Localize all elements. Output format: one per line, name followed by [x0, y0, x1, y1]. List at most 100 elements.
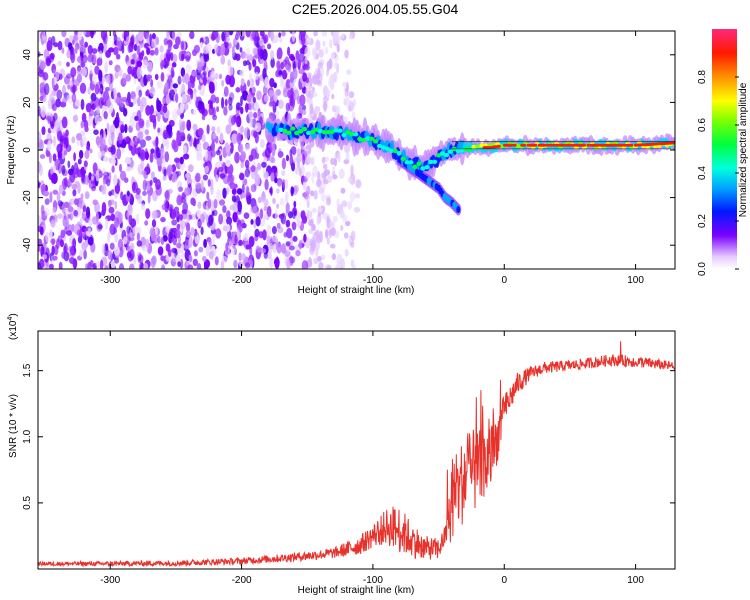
heatmap-speckle: [172, 83, 179, 89]
heatmap-speckle: [106, 122, 110, 132]
heatmap-speckle: [173, 206, 180, 212]
heatmap-speckle: [287, 46, 291, 56]
heatmap-speckle: [74, 78, 80, 87]
colorbar-tick-label: 0.4: [697, 166, 708, 180]
ridge-core: [467, 147, 473, 152]
heatmap-speckle: [57, 60, 62, 66]
heatmap-speckle: [234, 234, 238, 246]
heatmap-speckle: [122, 72, 128, 85]
heatmap-speckle: [125, 54, 129, 62]
x-tick-label: -300: [100, 575, 120, 586]
heatmap-speckle: [75, 167, 80, 173]
heatmap-speckle: [72, 258, 78, 269]
heatmap-speckle: [85, 206, 91, 219]
ridge-core: [412, 164, 418, 169]
ridge-core: [451, 146, 457, 152]
heatmap-speckle: [103, 130, 106, 138]
ridge-peak: [548, 143, 553, 147]
y-tick-label: 0.5: [22, 496, 33, 510]
heatmap-speckle: [292, 68, 298, 80]
heatmap-speckle: [212, 106, 216, 118]
heatmap-speckle: [139, 146, 143, 154]
heatmap-speckle: [279, 81, 286, 88]
heatmap-speckle: [207, 238, 212, 246]
x-tick-label: -200: [232, 575, 252, 586]
heatmap-speckle: [276, 47, 283, 60]
heatmap-speckle: [349, 191, 356, 202]
heatmap-speckle: [180, 40, 185, 51]
snr-exponent-base: (x10: [8, 320, 19, 340]
heatmap-speckle: [311, 47, 317, 57]
ridge-core: [333, 128, 339, 133]
heatmap-speckle: [145, 119, 150, 128]
heatmap-speckle: [138, 52, 143, 62]
colorbar-tick-label: 0.8: [697, 70, 708, 84]
heatmap-speckle: [113, 246, 120, 256]
heatmap-speckle: [179, 122, 185, 134]
heatmap-speckle: [227, 230, 232, 239]
heatmap-speckle: [240, 161, 245, 169]
heatmap-speckle: [284, 59, 291, 71]
heatmap-speckle: [202, 255, 207, 262]
heatmap-speckle: [105, 100, 112, 107]
heatmap-speckle: [261, 192, 266, 202]
heatmap-speckle: [87, 86, 91, 95]
heatmap-speckle: [63, 150, 68, 156]
heatmap-speckle: [270, 172, 275, 182]
heatmap-speckle: [209, 100, 213, 110]
heatmap-speckle: [82, 31, 87, 36]
heatmap-speckle: [171, 62, 177, 68]
heatmap-speckle: [255, 216, 261, 227]
snr-series-line: [38, 341, 675, 568]
heatmap-speckle: [188, 254, 193, 261]
heatmap-speckle: [237, 200, 242, 213]
heatmap-speckle: [154, 225, 158, 236]
heatmap-speckle: [307, 210, 313, 219]
ridge-core: [392, 148, 398, 154]
heatmap-speckle: [63, 245, 67, 254]
heatmap-speckle: [67, 160, 71, 169]
heatmap-speckle: [52, 164, 57, 173]
ridge-peak: [545, 143, 550, 147]
heatmap-speckle: [80, 193, 84, 200]
heatmap-speckle: [146, 47, 151, 55]
heatmap-speckle: [140, 159, 145, 170]
heatmap-speckle: [311, 171, 315, 184]
heatmap-speckle: [343, 159, 350, 165]
heatmap-speckle: [281, 157, 286, 170]
heatmap-speckle: [245, 143, 250, 152]
ridge-core: [388, 148, 394, 153]
heatmap-speckle: [318, 261, 324, 269]
heatmap-speckle: [133, 43, 138, 52]
heatmap-speckle: [140, 203, 146, 211]
heatmap-speckle: [165, 225, 170, 233]
ridge-peak: [595, 143, 601, 147]
heatmap-speckle: [298, 68, 305, 75]
heatmap-speckle: [259, 208, 264, 220]
heatmap-speckle: [328, 228, 333, 239]
heatmap-speckle: [160, 157, 166, 169]
heatmap-speckle: [46, 115, 51, 121]
heatmap-speckle: [125, 135, 131, 144]
ridge-core: [428, 159, 434, 165]
heatmap-speckle: [254, 173, 261, 186]
heatmap-speckle: [326, 197, 331, 206]
heatmap-speckle: [94, 114, 101, 125]
heatmap-speckle: [192, 258, 198, 267]
heatmap-speckle: [81, 136, 87, 147]
heatmap-speckle: [192, 123, 198, 131]
heatmap-speckle: [249, 116, 253, 128]
heatmap-speckle: [253, 36, 260, 42]
heatmap-speckle: [228, 104, 233, 111]
heatmap-speckle: [298, 167, 302, 177]
heatmap-speckle: [250, 165, 256, 173]
heatmap-speckle: [230, 116, 236, 125]
heatmap-speckle: [310, 156, 315, 166]
heatmap-speckle: [118, 132, 123, 145]
heatmap-speckle: [159, 45, 164, 53]
heatmap-speckle: [287, 89, 292, 99]
heatmap-speckle: [211, 126, 216, 133]
heatmap-speckle: [99, 259, 104, 269]
heatmap-speckle: [74, 198, 79, 206]
